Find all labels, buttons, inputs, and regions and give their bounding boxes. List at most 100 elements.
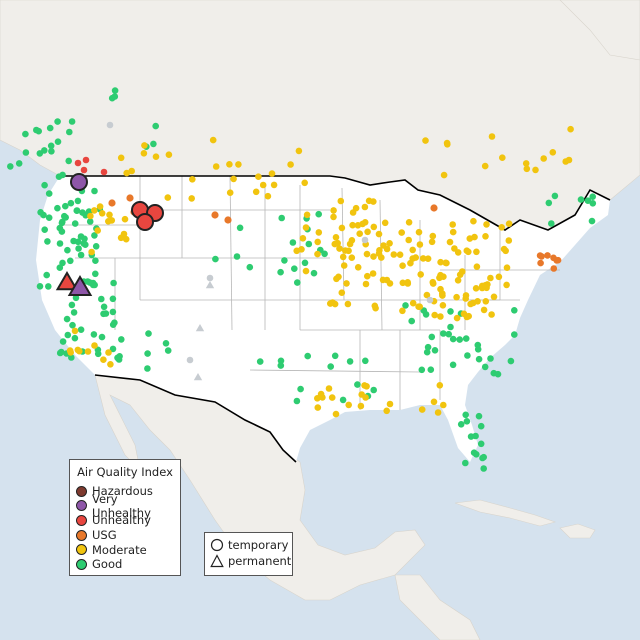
monitor-marker [68, 354, 75, 361]
monitor-marker [498, 224, 506, 231]
monitor-marker [454, 277, 462, 284]
monitor-marker [54, 204, 61, 212]
monitor-marker [295, 147, 303, 155]
monitor-marker [362, 357, 369, 365]
monitor-marker [45, 190, 53, 197]
monitor-marker [463, 418, 471, 425]
monitor-marker [332, 234, 340, 241]
legend-label: Unhealthy [92, 513, 151, 528]
monitor-marker [226, 189, 234, 196]
monitor-marker [325, 385, 333, 392]
monitor-marker [338, 224, 346, 232]
monitor-marker [363, 250, 371, 258]
monitor-marker [106, 121, 114, 129]
monitor-markers [7, 87, 597, 472]
monitor-marker [440, 330, 447, 337]
cuba-island [454, 499, 557, 527]
monitor-marker [434, 409, 442, 416]
monitor-marker [445, 330, 453, 338]
state-line [341, 187, 345, 301]
monitor-marker [407, 259, 414, 267]
monitor-marker [466, 235, 474, 242]
monitor-marker [270, 181, 278, 189]
monitor-marker [490, 293, 498, 301]
monitor-marker [111, 87, 119, 94]
monitor-marker [98, 210, 106, 217]
monitor-marker [136, 213, 154, 231]
monitor-marker [507, 357, 515, 365]
monitor-marker [399, 279, 407, 287]
monitor-marker [37, 209, 44, 216]
monitor-marker [364, 272, 371, 280]
legend-item-moderate: Moderate [70, 542, 180, 557]
monitor-marker [418, 366, 426, 374]
monitor-marker [61, 212, 68, 220]
monitor-marker [195, 324, 205, 332]
aqi-legend: Air Quality Index Hazardous Very Unhealt… [69, 459, 181, 576]
monitor-marker [549, 149, 557, 156]
monitor-marker [165, 151, 173, 158]
monitor-marker [460, 310, 468, 318]
monitor-marker [91, 342, 98, 349]
monitor-marker [98, 295, 105, 303]
monitor-marker [464, 352, 471, 359]
monitor-marker [370, 386, 378, 394]
monitor-marker [206, 274, 214, 282]
monitor-marker [424, 343, 432, 351]
monitor-marker [418, 406, 426, 413]
monitor-type-legend: temporary permanent [204, 532, 293, 576]
monitor-marker [383, 245, 391, 253]
state-line [249, 369, 421, 373]
legend-label: temporary [228, 538, 289, 552]
monitor-marker [459, 268, 466, 275]
monitor-marker [305, 240, 313, 248]
monitor-marker [256, 358, 264, 365]
monitor-marker [339, 253, 347, 261]
monitor-marker [293, 397, 301, 405]
monitor-marker [426, 296, 434, 304]
monitor-marker [437, 258, 444, 266]
monitor-marker [94, 227, 101, 234]
monitor-marker [314, 238, 322, 246]
monitor-marker [54, 138, 62, 145]
legend-label: USG [92, 528, 117, 543]
monitor-marker [447, 323, 454, 331]
monitor-marker [74, 238, 82, 246]
monitor-marker [354, 381, 361, 388]
monitor-marker [482, 233, 489, 240]
monitor-marker [66, 347, 74, 354]
monitor-marker [408, 317, 416, 325]
monitor-marker [91, 207, 98, 214]
monitor-marker [467, 300, 474, 308]
monitor-marker [289, 239, 297, 246]
monitor-marker [86, 279, 94, 286]
monitor-marker [246, 263, 254, 271]
monitor-marker [44, 238, 51, 245]
monitor-marker [77, 251, 85, 259]
monitor-marker [91, 232, 98, 239]
monitor-marker [48, 148, 55, 155]
monitor-marker [321, 250, 328, 258]
monitor-marker [314, 395, 321, 402]
monitor-marker [349, 221, 356, 229]
monitor-marker [88, 248, 95, 256]
legend-label: permanent [228, 554, 292, 568]
monitor-marker [523, 165, 531, 173]
monitor-marker [372, 304, 379, 312]
monitor-marker [128, 167, 135, 175]
monitor-marker [386, 280, 394, 287]
monitor-marker [342, 247, 349, 254]
monitor-marker [92, 243, 100, 250]
monitor-marker [77, 326, 85, 334]
monitor-marker [344, 300, 352, 308]
monitor-marker [294, 279, 301, 286]
monitor-marker [310, 269, 318, 277]
monitor-marker [437, 285, 444, 293]
monitor-marker [140, 150, 148, 157]
monitor-marker [390, 251, 398, 258]
monitor-marker [375, 250, 383, 257]
monitor-marker [440, 273, 447, 281]
monitor-marker [462, 411, 470, 419]
moderate-swatch [76, 544, 87, 556]
monitor-marker [74, 197, 82, 205]
